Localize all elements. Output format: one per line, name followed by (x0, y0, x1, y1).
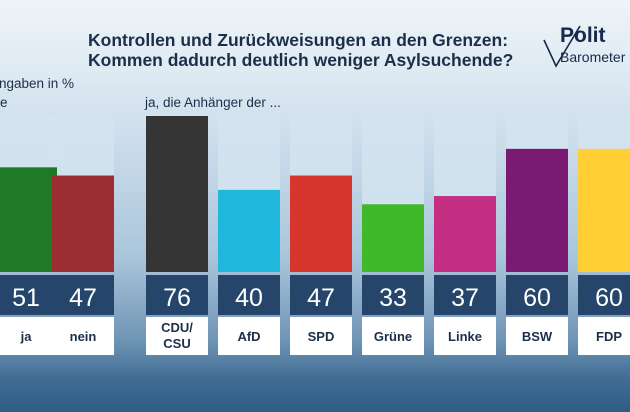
category-label: Linke (448, 329, 482, 344)
bar-nein (52, 175, 114, 272)
category-label: FDP (596, 329, 622, 344)
unit-note: Angaben in % (0, 76, 74, 91)
value-box (0, 275, 57, 315)
truncated-note: e (0, 95, 8, 110)
value-box (578, 275, 630, 315)
title-line-2: Kommen dadurch deutlich weniger Asylsuch… (88, 50, 514, 70)
category-label: CSU (163, 336, 190, 351)
category-box (578, 317, 630, 355)
category-label: CDU/ (161, 320, 193, 335)
bar-cdu-csu (146, 116, 208, 272)
value-box (434, 275, 496, 315)
logo-text-barometer: Barometer (560, 49, 626, 65)
logo-text-polit: Polit (560, 24, 606, 47)
category-box (218, 317, 280, 355)
bar-gr-ne (362, 204, 424, 272)
category-label: SPD (308, 329, 335, 344)
category-box (290, 317, 352, 355)
bar-linke (434, 196, 496, 272)
category-box (434, 317, 496, 355)
bar-ja (0, 167, 57, 272)
value-label: 40 (235, 284, 263, 312)
group-subtitle: ja, die Anhänger der ... (145, 95, 281, 110)
category-label: Grüne (374, 329, 412, 344)
bar-bsw (506, 148, 568, 272)
value-label: 51 (12, 284, 40, 312)
value-label: 33 (379, 284, 407, 312)
category-label: AfD (237, 329, 260, 344)
value-box (362, 275, 424, 315)
title-line-1: Kontrollen und Zurückweisungen an den Gr… (88, 30, 509, 50)
category-label: BSW (522, 329, 553, 344)
category-label: nein (70, 329, 97, 344)
value-box (218, 275, 280, 315)
value-box (506, 275, 568, 315)
bar-fdp (578, 148, 630, 272)
checkmark-icon (543, 25, 581, 68)
bar-spd (290, 175, 352, 272)
value-box (290, 275, 352, 315)
category-box (146, 317, 208, 355)
category-box (0, 317, 57, 355)
value-label: 76 (163, 284, 191, 312)
value-box (146, 275, 208, 315)
value-box (52, 275, 114, 315)
bar-afd (218, 189, 280, 272)
chart-title: Kontrollen und Zurückweisungen an den Gr… (88, 30, 513, 70)
category-box (52, 317, 114, 355)
value-label: 47 (69, 284, 97, 312)
category-box (506, 317, 568, 355)
value-label: 60 (595, 284, 623, 312)
politbarometer-logo: Polit Barometer (542, 22, 630, 72)
value-label: 47 (307, 284, 335, 312)
value-label: 37 (451, 284, 479, 312)
category-label: ja (20, 329, 33, 344)
value-label: 60 (523, 284, 551, 312)
category-box (362, 317, 424, 355)
unit-text: Angaben in % (0, 76, 75, 91)
